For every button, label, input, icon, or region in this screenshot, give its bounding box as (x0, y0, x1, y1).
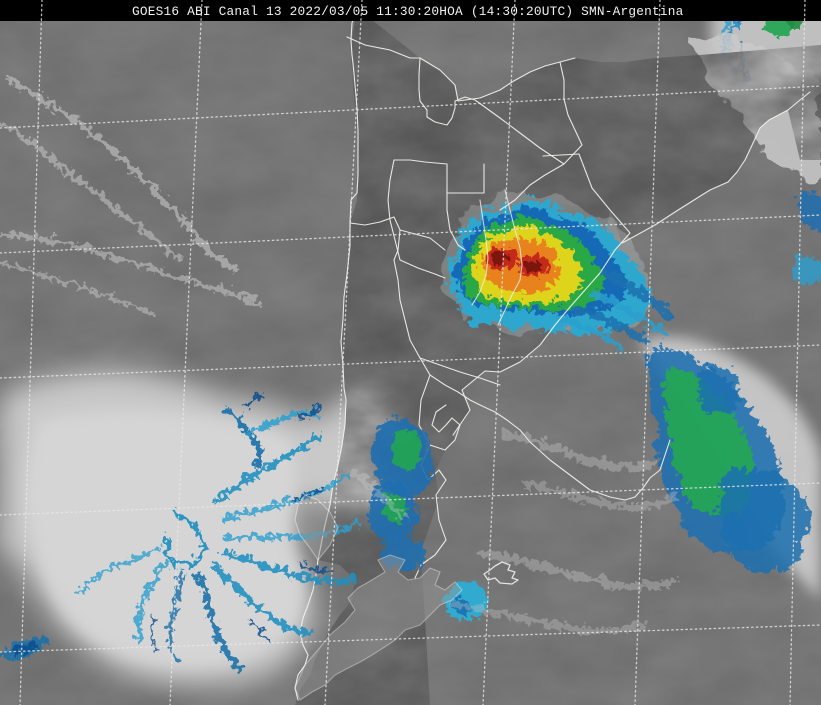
svg-text:GOES16 ABI Canal 13 2022/03/05: GOES16 ABI Canal 13 2022/03/05 11:30:20H… (132, 4, 684, 19)
